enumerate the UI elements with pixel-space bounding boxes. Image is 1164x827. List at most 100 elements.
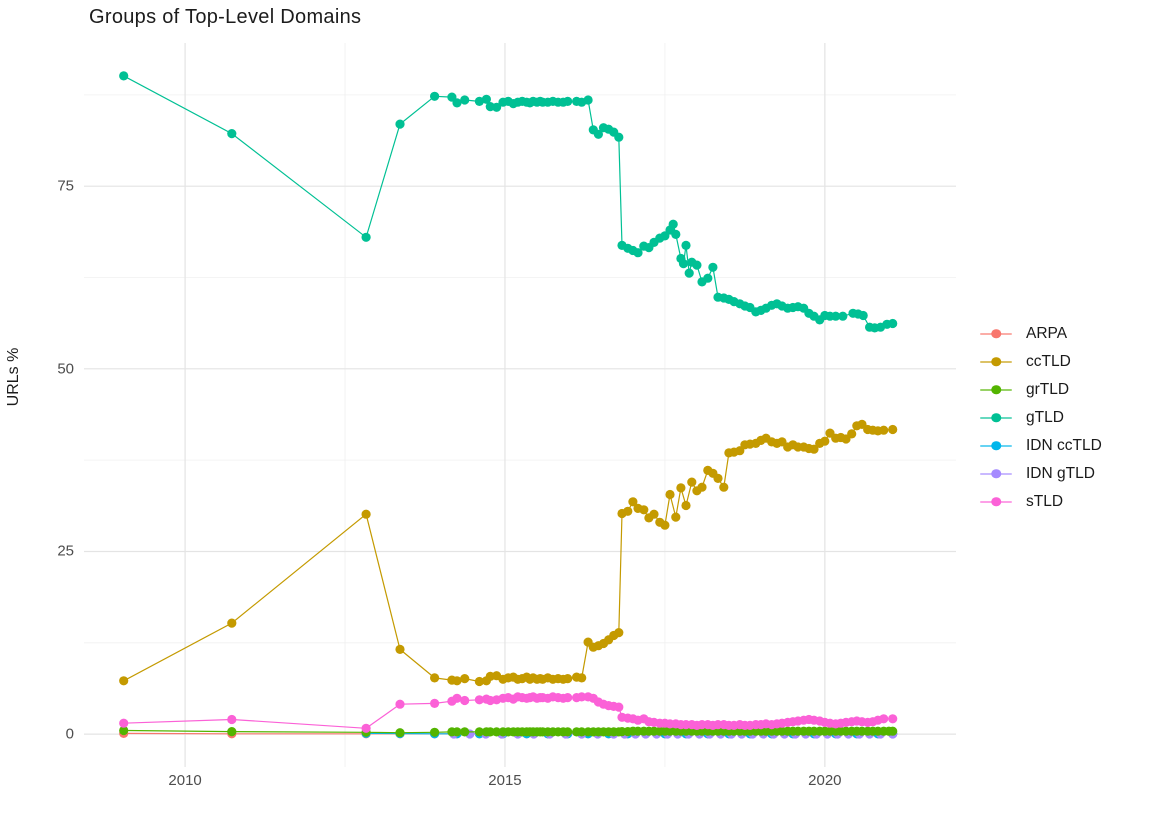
legend-key-dot bbox=[991, 329, 1001, 339]
series-point-cctld bbox=[614, 628, 624, 638]
x-tick-label-2010: 2010 bbox=[168, 772, 202, 789]
series-point-grtld bbox=[563, 727, 573, 737]
series-point-gtld bbox=[430, 91, 440, 101]
legend-key-line bbox=[980, 441, 1012, 451]
legend-label: IDN gTLD bbox=[1026, 465, 1095, 482]
series-point-gtld bbox=[858, 310, 868, 321]
chart-title: Groups of Top-Level Domains bbox=[89, 6, 362, 28]
series-point-gtld bbox=[452, 98, 462, 108]
series-point-stld bbox=[474, 695, 484, 705]
series-point-gtld bbox=[678, 259, 689, 269]
series-point-stld bbox=[614, 702, 624, 712]
series-point-gtld bbox=[692, 260, 702, 270]
series-point-cctld bbox=[719, 482, 729, 492]
series-point-gtld bbox=[703, 273, 713, 283]
series-point-gtld bbox=[668, 219, 678, 229]
legend-key-line bbox=[980, 329, 1012, 339]
series-point-gtld bbox=[831, 311, 841, 321]
series-point-cctld bbox=[430, 673, 440, 683]
series-point-cctld bbox=[847, 429, 857, 439]
series-point-cctld bbox=[713, 473, 723, 483]
series-point-cctld bbox=[474, 676, 484, 687]
legend-label: sTLD bbox=[1026, 493, 1064, 510]
series-point-cctld bbox=[687, 477, 697, 487]
series-point-gtld bbox=[671, 229, 681, 239]
series-point-grtld bbox=[474, 727, 484, 737]
legend-item-arpa: ARPA bbox=[980, 320, 1102, 348]
series-point-gtld bbox=[460, 95, 470, 105]
legend-key-dot bbox=[991, 385, 1001, 395]
series-point-grtld bbox=[485, 727, 495, 737]
legend-item-stld: sTLD bbox=[980, 488, 1102, 516]
series-point-stld bbox=[119, 718, 129, 728]
series-point-stld bbox=[879, 714, 889, 724]
series-point-cctld bbox=[361, 509, 371, 519]
series-point-cctld bbox=[623, 506, 633, 516]
legend-key-dot bbox=[991, 469, 1001, 479]
chart-legend: ARPA ccTLD grTLD gTLD IDN ccTLD IDN gTLD… bbox=[980, 320, 1102, 516]
series-point-gtld bbox=[361, 232, 371, 242]
legend-key-dot bbox=[991, 357, 1001, 367]
y-tick-label-0: 0 bbox=[65, 725, 74, 743]
legend-label: gTLD bbox=[1026, 409, 1064, 426]
series-point-cctld bbox=[460, 674, 470, 684]
series-point-grtld bbox=[577, 727, 587, 737]
series-point-grtld bbox=[430, 727, 440, 737]
series-point-cctld bbox=[577, 673, 587, 683]
series-point-gtld bbox=[563, 96, 573, 106]
legend-key-line bbox=[980, 385, 1012, 395]
series-point-cctld bbox=[681, 500, 691, 511]
series-point-cctld bbox=[809, 444, 819, 454]
series-point-gtld bbox=[681, 240, 691, 250]
series-point-gtld bbox=[492, 102, 502, 112]
legend-key-line bbox=[980, 469, 1012, 479]
series-point-cctld bbox=[628, 497, 638, 507]
series-point-stld bbox=[430, 698, 440, 709]
series-point-stld bbox=[577, 692, 587, 702]
series-point-gtld bbox=[684, 268, 694, 278]
series-point-gtld bbox=[395, 119, 405, 129]
series-point-cctld bbox=[697, 482, 707, 492]
series-point-stld bbox=[395, 699, 405, 709]
series-point-stld bbox=[888, 714, 898, 724]
series-point-cctld bbox=[395, 644, 405, 655]
series-point-gtld bbox=[614, 132, 624, 142]
series-point-grtld bbox=[888, 726, 898, 736]
series-point-gtld bbox=[227, 129, 237, 139]
legend-key-dot bbox=[991, 413, 1001, 423]
legend-key-dot bbox=[991, 441, 1001, 451]
series-point-gtld bbox=[708, 262, 718, 272]
series-point-grtld bbox=[492, 727, 502, 737]
series-point-grtld bbox=[452, 727, 462, 737]
series-point-gtld bbox=[481, 94, 491, 104]
legend-item-idn-gtld: IDN gTLD bbox=[980, 460, 1102, 488]
series-point-grtld bbox=[227, 727, 237, 737]
legend-label: ARPA bbox=[1026, 325, 1068, 342]
series-point-gtld bbox=[888, 318, 898, 329]
series-point-gtld bbox=[593, 129, 604, 139]
legend-item-cctld: ccTLD bbox=[980, 348, 1102, 376]
y-axis-title: URLs % bbox=[5, 347, 22, 407]
legend-key-dot bbox=[991, 497, 1001, 507]
series-point-cctld bbox=[227, 618, 237, 628]
legend-key-line bbox=[980, 413, 1012, 423]
series-point-cctld bbox=[452, 676, 462, 686]
series-point-stld bbox=[361, 723, 371, 733]
legend-label: IDN ccTLD bbox=[1026, 437, 1102, 454]
series-point-cctld bbox=[660, 520, 670, 530]
series-point-gtld bbox=[633, 248, 643, 258]
series-point-cctld bbox=[676, 483, 686, 493]
series-point-gtld bbox=[119, 71, 129, 81]
series-point-grtld bbox=[119, 725, 129, 736]
series-point-grtld bbox=[395, 728, 405, 738]
series-point-stld bbox=[563, 693, 573, 703]
legend-key-line bbox=[980, 357, 1012, 367]
y-tick-label-25: 25 bbox=[57, 542, 74, 560]
x-tick-label-2020: 2020 bbox=[808, 772, 842, 789]
series-point-cctld bbox=[119, 676, 129, 686]
legend-label: grTLD bbox=[1026, 381, 1070, 398]
series-point-gtld bbox=[474, 96, 484, 106]
series-line-gtld bbox=[123, 75, 893, 329]
series-point-stld bbox=[452, 693, 462, 703]
